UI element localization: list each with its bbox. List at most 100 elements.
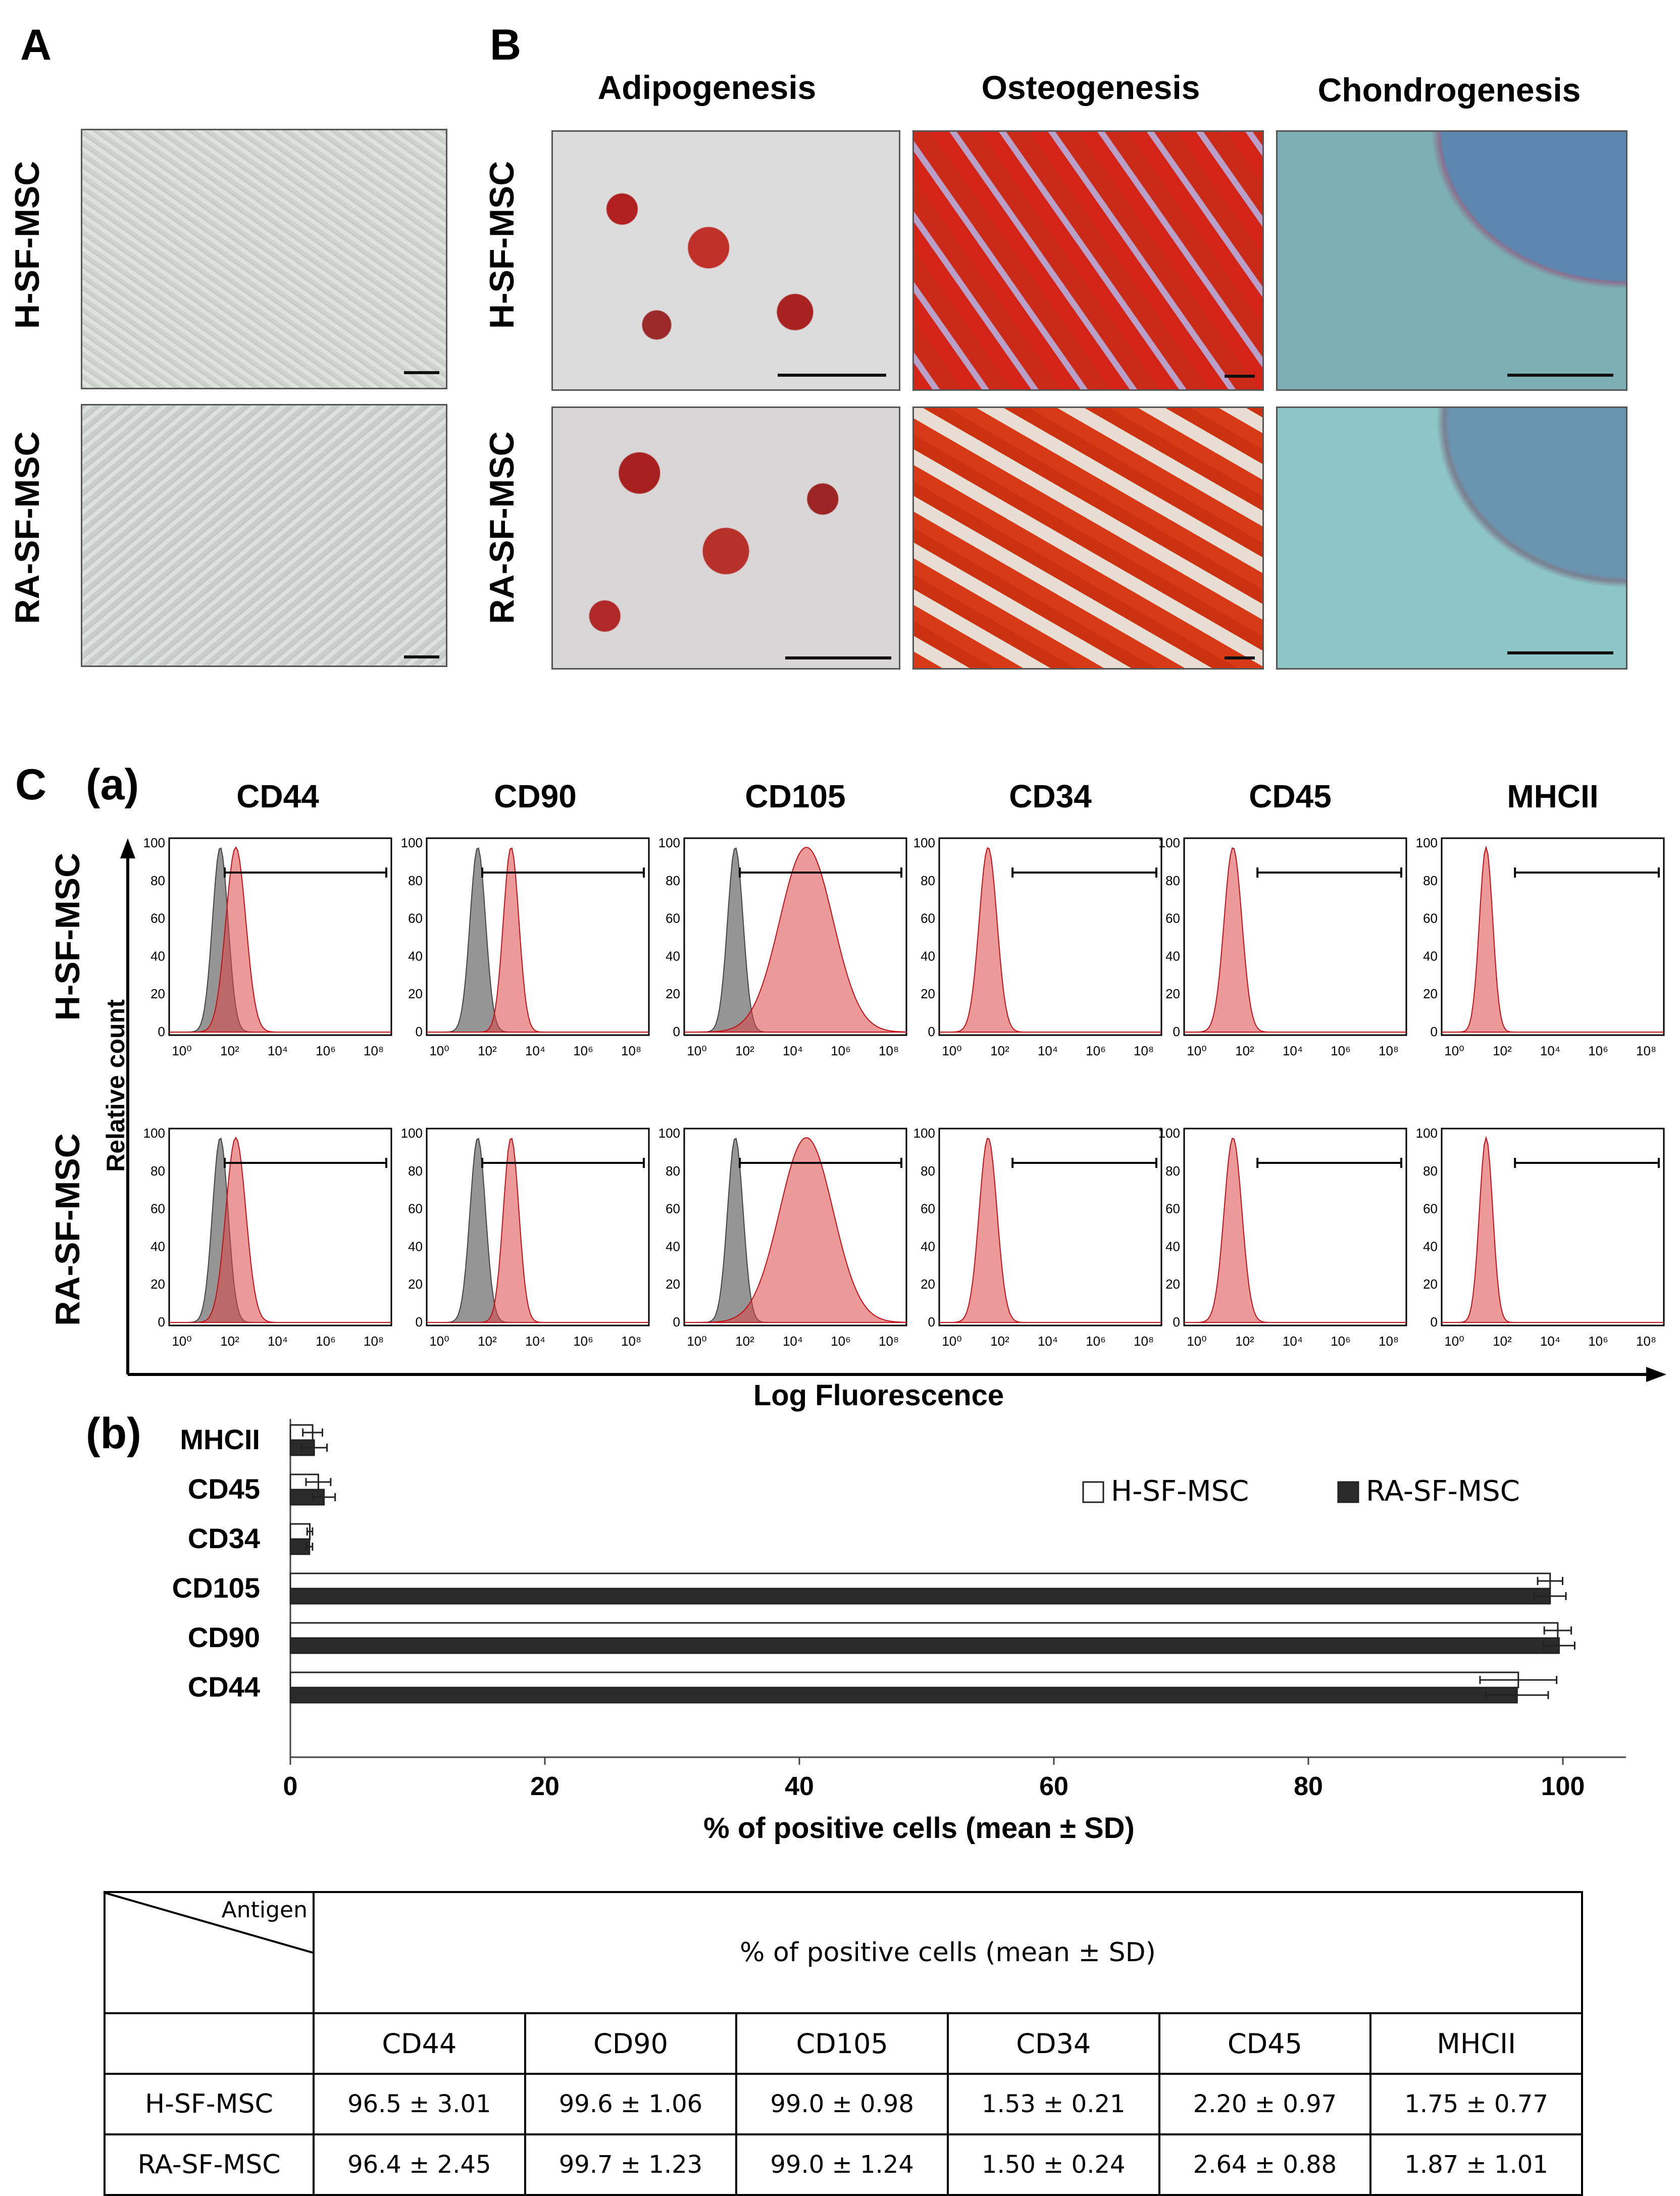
y-tick-label: 80 <box>921 873 935 888</box>
category-label: CD44 <box>188 1671 260 1703</box>
plot-frame <box>426 1128 650 1326</box>
plot-frame <box>426 837 650 1036</box>
legend-swatch <box>1337 1481 1359 1503</box>
x-tick-label: 100 <box>1541 1772 1585 1801</box>
photo-a-h <box>81 129 447 389</box>
table-col-header: CD105 <box>735 2012 949 2075</box>
x-tick-label: 10⁸ <box>1134 1043 1154 1058</box>
category-label: CD34 <box>188 1522 260 1554</box>
table-cell: 99.6 ± 1.06 <box>524 2073 738 2135</box>
y-tick-label: 0 <box>416 1314 423 1330</box>
y-tick-label: 60 <box>1423 911 1438 926</box>
x-tick-label: 20 <box>530 1772 559 1801</box>
table-cell: 2.64 ± 0.88 <box>1158 2133 1372 2196</box>
y-tick-label: 0 <box>1431 1024 1438 1039</box>
x-tick-label: 10⁸ <box>1636 1334 1656 1349</box>
y-tick-label: 20 <box>1165 986 1180 1001</box>
category-label: CD105 <box>172 1572 260 1604</box>
y-tick-label: 60 <box>921 1201 935 1216</box>
marker-title-mhcii: MHCII <box>1507 778 1599 814</box>
y-tick-label: 60 <box>1165 911 1180 926</box>
table-row: H-SF-MSC 96.5 ± 3.01 99.6 ± 1.06 99.0 ± … <box>104 2073 1583 2135</box>
x-tick-label: 10² <box>1493 1043 1512 1058</box>
y-tick-label: 60 <box>408 1201 423 1216</box>
x-tick-label: 10⁶ <box>1086 1334 1106 1349</box>
marker-peak <box>939 1137 1161 1323</box>
y-tick-label: 40 <box>921 1239 935 1254</box>
x-tick-label: 10⁰ <box>687 1334 706 1349</box>
y-tick-label: 80 <box>666 1163 680 1179</box>
y-tick-label: 40 <box>1165 1239 1180 1254</box>
y-tick-label: 0 <box>158 1024 165 1039</box>
table-header: % of positive cells (mean ± SD) <box>313 1891 1583 2014</box>
y-tick-label: 40 <box>408 1239 423 1254</box>
y-tick-label: 80 <box>1423 1163 1438 1179</box>
x-axis-title: % of positive cells (mean ± SD) <box>703 1812 1135 1845</box>
x-tick-label: 10⁰ <box>942 1334 961 1349</box>
photo-chondro-h <box>1276 130 1627 391</box>
x-tick-label: 10² <box>990 1043 1009 1058</box>
y-tick-label: 60 <box>408 911 423 926</box>
table-cell: 2.20 ± 0.97 <box>1158 2073 1372 2135</box>
x-tick-label: 10² <box>478 1334 497 1349</box>
x-tick-label: 10⁰ <box>172 1334 191 1349</box>
title-chondrogenesis: Chondrogenesis <box>1317 71 1581 109</box>
y-tick-label: 0 <box>416 1024 423 1039</box>
x-tick-label: 10⁴ <box>1038 1043 1058 1058</box>
y-tick-label: 20 <box>1423 986 1438 1001</box>
x-tick-label: 60 <box>1039 1772 1068 1801</box>
y-tick-label: 40 <box>150 1239 165 1254</box>
y-tick-label: 20 <box>150 986 165 1001</box>
table-col-header: CD90 <box>524 2012 738 2075</box>
title-adipogenesis: Adipogenesis <box>597 69 817 106</box>
plot-frame <box>168 1128 392 1326</box>
x-tick-label: 10⁴ <box>268 1043 288 1058</box>
x-tick-label: 10⁸ <box>1379 1334 1399 1349</box>
x-tick-label: 10⁸ <box>364 1334 384 1349</box>
y-tick-label: 20 <box>1165 1276 1180 1292</box>
y-tick-label: 20 <box>666 986 680 1001</box>
x-tick-label: 10⁶ <box>316 1043 336 1058</box>
y-tick-label: 40 <box>408 948 423 963</box>
table-row-label: RA-SF-MSC <box>104 2133 315 2196</box>
x-tick-label: 10⁶ <box>316 1334 336 1349</box>
table-col-header: CD44 <box>313 2012 526 2075</box>
x-tick-label: 10⁶ <box>831 1043 851 1058</box>
table-cell: 1.50 ± 0.24 <box>946 2133 1160 2196</box>
marker-title-cd105: CD105 <box>745 778 846 814</box>
panel-label-ca: (a) <box>86 760 139 809</box>
x-tick-label: 10² <box>1235 1043 1254 1058</box>
x-tick-label: 10⁰ <box>1444 1334 1464 1349</box>
table-cell: 99.0 ± 0.98 <box>735 2073 949 2135</box>
x-tick-label: 10⁶ <box>573 1043 593 1058</box>
y-tick-label: 100 <box>658 1126 680 1141</box>
scale-bar <box>404 655 439 658</box>
plot-frame <box>168 837 392 1036</box>
y-tick-label: 80 <box>408 873 423 888</box>
x-tick-label: 10⁰ <box>942 1043 961 1058</box>
y-tick-label: 20 <box>1423 1276 1438 1292</box>
table-corner-cont <box>104 2013 315 2075</box>
photo-osteo-h <box>912 130 1264 391</box>
histogram-cd90-ra: 100 80 60 40 20 0 10⁰ 10² 10⁴ 10⁶ 10⁸ <box>401 1126 650 1349</box>
y-tick-label: 100 <box>913 1126 935 1141</box>
histogram-cd90-h: 100 80 60 40 20 0 10⁰ 10² 10⁴ 10⁶ 10⁸ <box>401 835 650 1058</box>
x-tick-label: 10⁰ <box>172 1043 191 1058</box>
title-osteogenesis: Osteogenesis <box>981 69 1200 106</box>
x-tick-label: 10⁶ <box>1588 1334 1608 1349</box>
x-tick-label: 40 <box>785 1772 814 1801</box>
y-tick-label: 20 <box>921 1276 935 1292</box>
x-tick-label: 10⁰ <box>1187 1043 1206 1058</box>
histogram-cd105-h: 100 80 60 40 20 0 10⁰ 10² 10⁴ 10⁶ 10⁸ <box>658 835 907 1058</box>
marker-peak <box>169 846 391 1033</box>
x-tick-label: 10⁸ <box>879 1334 899 1349</box>
marker-peak <box>427 847 649 1033</box>
y-tick-label: 80 <box>408 1163 423 1179</box>
bar-ra-sf-msc <box>289 1637 1560 1654</box>
y-tick-label: 100 <box>1158 1126 1180 1141</box>
marker-title-cd34: CD34 <box>1009 778 1092 814</box>
y-tick-label: 40 <box>150 948 165 963</box>
x-tick-label: 10⁰ <box>429 1334 449 1349</box>
y-tick-label: 100 <box>1416 1126 1438 1141</box>
marker-peak <box>1442 845 1664 1033</box>
